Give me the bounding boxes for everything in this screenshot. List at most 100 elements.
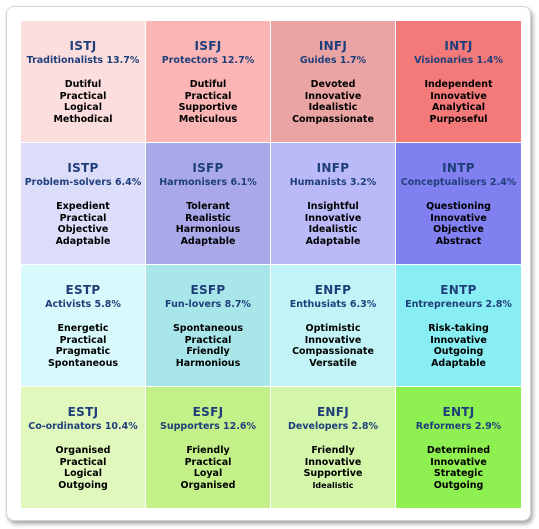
trait: Outgoing [433, 479, 484, 491]
trait: Meticulous [178, 113, 238, 125]
trait: Outgoing [58, 479, 108, 491]
trait: Supportive [303, 468, 363, 480]
cell-enfp: ENFP Enthusiats 6.3% Optimistic Innovati… [271, 265, 395, 386]
trait: Risk-taking [428, 323, 489, 334]
trait: Practical [59, 334, 107, 346]
type-code: INFJ [318, 39, 348, 53]
trait-list: Friendly Innovative Supportive Idealisti… [271, 445, 395, 491]
trait: Compassionate [292, 346, 374, 358]
trait-list: Independent Innovative Analytical Purpos… [396, 79, 521, 125]
cell-isfj: ISFJ Protectors 12.7% Dutiful Practical … [146, 21, 270, 142]
trait: Practical [59, 456, 107, 468]
trait-list: Organised Practical Logical Outgoing [21, 445, 145, 491]
trait: Adaptable [55, 235, 111, 247]
trait: Realistic [185, 212, 231, 224]
trait: Determined [426, 445, 491, 456]
trait: Innovative [430, 334, 487, 346]
cell-intp: INTP Conceptualisers 2.4% Questioning In… [396, 143, 521, 264]
trait: Idealistic [312, 480, 354, 490]
trait: Supportive [178, 102, 238, 114]
cell-entj: ENTJ Reformers 2.9% Determined Innovativ… [396, 387, 521, 508]
type-label: Visionaries 1.4% [414, 55, 503, 66]
type-label: Guides 1.7% [299, 55, 367, 66]
trait: Energetic [57, 323, 109, 334]
type-code: ISFJ [194, 39, 222, 53]
trait: Innovative [430, 90, 487, 102]
type-code: ESFP [190, 283, 226, 297]
trait: Innovative [430, 456, 487, 468]
trait: Methodical [53, 113, 113, 125]
type-code: ISTJ [69, 39, 97, 53]
trait: Innovative [304, 212, 362, 224]
type-label: Enthusiats 6.3% [289, 299, 377, 310]
trait-list: Friendly Practical Loyal Organised [146, 445, 270, 491]
trait-list: Spontaneous Practical Friendly Harmoniou… [146, 323, 270, 369]
trait: Logical [64, 102, 102, 114]
trait-list: Dutiful Practical Logical Methodical [21, 79, 145, 125]
cell-esfj: ESFJ Supporters 12.6% Friendly Practical… [146, 387, 270, 508]
trait: Logical [64, 468, 102, 480]
trait: Abstract [435, 235, 482, 247]
trait: Practical [184, 334, 232, 346]
trait: Harmonious [175, 224, 241, 236]
type-label: Traditionalists 13.7% [26, 55, 140, 66]
cell-entp: ENTP Entrepreneurs 2.8% Risk-taking Inno… [396, 265, 521, 386]
trait: Strategic [433, 468, 484, 480]
type-code: ENFJ [316, 405, 350, 419]
trait: Friendly [186, 445, 230, 456]
type-label: Humanists 3.2% [289, 177, 377, 188]
cell-intj: INTJ Visionaries 1.4% Independent Innova… [396, 21, 521, 142]
cell-esfp: ESFP Fun-lovers 8.7% Spontaneous Practic… [146, 265, 270, 386]
trait-list: Risk-taking Innovative Outgoing Adaptabl… [396, 323, 521, 369]
trait: Idealistic [308, 102, 358, 114]
personality-type-grid: ISTJ Traditionalists 13.7% Dutiful Pract… [21, 21, 522, 509]
cell-istj: ISTJ Traditionalists 13.7% Dutiful Pract… [21, 21, 145, 142]
cell-estp: ESTP Activists 5.8% Energetic Practical … [21, 265, 145, 386]
trait: Friendly [311, 445, 355, 456]
trait: Organised [55, 445, 111, 456]
type-label: Entrepreneurs 2.8% [405, 299, 512, 310]
trait: Adaptable [180, 235, 236, 247]
trait-list: Devoted Innovative Idealistic Compassion… [271, 79, 395, 125]
type-label: Conceptualisers 2.4% [400, 177, 517, 188]
trait-list: Expedient Practical Objective Adaptable [21, 201, 145, 247]
trait: Optimistic [305, 323, 361, 334]
trait: Versatile [309, 357, 357, 369]
trait: Devoted [310, 79, 356, 90]
type-code: ENFP [314, 283, 352, 297]
trait: Objective [433, 224, 484, 236]
trait: Practical [59, 212, 107, 224]
trait-list: Tolerant Realistic Harmonious Adaptable [146, 201, 270, 247]
type-code: ISFP [192, 161, 224, 175]
type-code: ESTP [65, 283, 101, 297]
trait: Independent [424, 79, 493, 90]
trait: Outgoing [433, 346, 484, 358]
trait: Loyal [193, 468, 223, 480]
type-label: Activists 5.8% [45, 299, 121, 310]
trait: Organised [180, 479, 236, 491]
trait: Innovative [304, 334, 362, 346]
trait: Analytical [431, 102, 486, 114]
cell-isfp: ISFP Harmonisers 6.1% Tolerant Realistic… [146, 143, 270, 264]
trait: Innovative [430, 212, 487, 224]
trait-list: Optimistic Innovative Compassionate Vers… [271, 323, 395, 369]
trait: Spontaneous [47, 357, 119, 369]
trait-list: Determined Innovative Strategic Outgoing [396, 445, 521, 491]
type-label: Harmonisers 6.1% [159, 177, 257, 188]
type-label: Problem-solvers 6.4% [24, 177, 142, 188]
type-code: ENTJ [442, 405, 475, 419]
trait: Innovative [304, 90, 362, 102]
type-code: ESTJ [67, 405, 99, 419]
trait: Practical [184, 90, 232, 102]
trait: Friendly [186, 346, 230, 358]
type-code: ISTP [67, 161, 99, 175]
trait: Purposeful [429, 113, 488, 125]
type-label: Developers 2.8% [288, 421, 378, 432]
trait: Compassionate [292, 113, 374, 125]
type-label: Supporters 12.6% [159, 421, 256, 432]
trait: Insightful [307, 201, 359, 212]
trait: Dutiful [64, 79, 102, 90]
trait-list: Dutiful Practical Supportive Meticulous [146, 79, 270, 125]
type-code: ENTP [440, 283, 477, 297]
cell-infp: INFP Humanists 3.2% Insightful Innovativ… [271, 143, 395, 264]
